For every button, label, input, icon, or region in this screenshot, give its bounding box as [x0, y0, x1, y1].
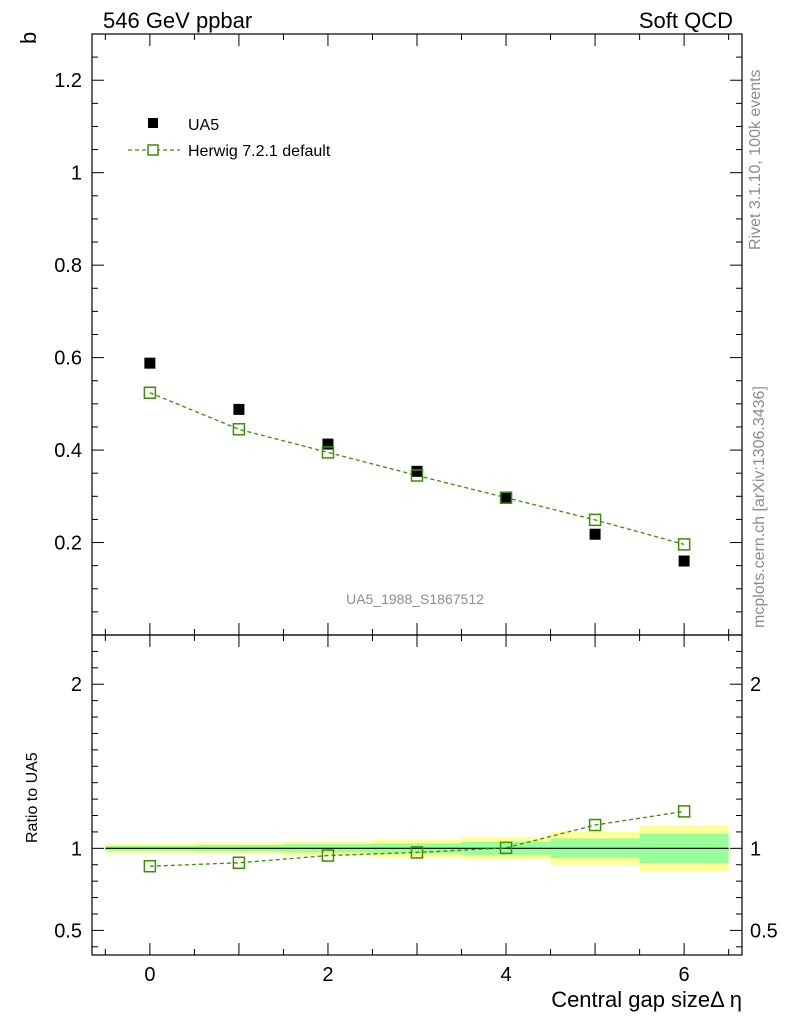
ratio-mc-point: [143, 859, 157, 873]
mc-point: [232, 423, 246, 436]
mc-point: [677, 538, 691, 551]
main-y-tick-label: 0.4: [54, 440, 82, 462]
data-point: [322, 438, 334, 450]
ratio-y-axis-title: Ratio to UA5: [24, 752, 41, 843]
x-tick-label: 4: [500, 964, 511, 986]
legend-data-marker: [148, 118, 158, 128]
x-tick-label: 0: [144, 964, 155, 986]
ratio-y-tick-label: 0.5: [54, 920, 82, 942]
ratio-mc-point: [499, 841, 513, 855]
main-y-tick-label: 1: [71, 163, 82, 185]
data-point: [500, 492, 512, 504]
ratio-mc-point: [321, 849, 335, 862]
legend-mc-marker: [147, 144, 159, 156]
data-point: [144, 357, 156, 369]
data-point: [589, 528, 601, 540]
analysis-id-watermark: UA5_1988_S1867512: [346, 591, 484, 607]
ratio-frame: [91, 634, 743, 956]
ratio-panel: 0.5 0.5 1 1 2 2 0 2 4 6: [54, 634, 778, 986]
main-y-axis-title: b: [16, 32, 41, 44]
data-point: [678, 555, 690, 567]
rivet-version-label: Rivet 3.1.10, 100k events: [747, 69, 764, 250]
main-y-tick-label: 0.6: [54, 348, 82, 370]
ratio-mc-point: [410, 846, 424, 859]
data-point: [233, 403, 245, 415]
mc-point: [143, 386, 157, 400]
legend-data-label: UA5: [188, 117, 219, 134]
x-tick-label: 2: [322, 964, 333, 986]
header-left-title: 546 GeV ppbar: [103, 8, 252, 33]
mc-point: [588, 513, 602, 527]
ratio-mc-point: [588, 818, 602, 832]
mc-point: [410, 469, 424, 482]
main-panel: 0.2 0.4 0.6 0.8 1 1.2: [54, 33, 743, 636]
header-right-title: Soft QCD: [639, 8, 733, 33]
legend: UA5 Herwig 7.2.1 default: [128, 117, 331, 160]
main-y-tick-label: 1.2: [54, 70, 82, 92]
ratio-y-tick-label: 2: [71, 674, 82, 696]
ratio-y-tick-label-right: 1: [750, 838, 761, 860]
ratio-mc-point: [232, 856, 246, 870]
mc-point: [321, 446, 335, 459]
ratio-mc-point: [677, 805, 691, 818]
legend-mc-label: Herwig 7.2.1 default: [188, 143, 331, 160]
main-y-tick-label: 0.2: [54, 533, 82, 555]
mcplots-credit-label: mcplots.cern.ch [arXiv:1306.3436]: [751, 386, 768, 628]
mc-point: [499, 491, 513, 504]
ratio-y-tick-label: 1: [71, 838, 82, 860]
data-point: [411, 465, 423, 477]
x-axis-title: Central gap sizeΔ η: [551, 987, 742, 1012]
main-y-tick-label: 0.8: [54, 255, 82, 277]
ratio-y-tick-label-right: 0.5: [750, 920, 778, 942]
ratio-mc-line: [149, 810, 685, 867]
ratio-y-tick-label-right: 2: [750, 674, 761, 696]
x-tick-label: 6: [679, 964, 690, 986]
